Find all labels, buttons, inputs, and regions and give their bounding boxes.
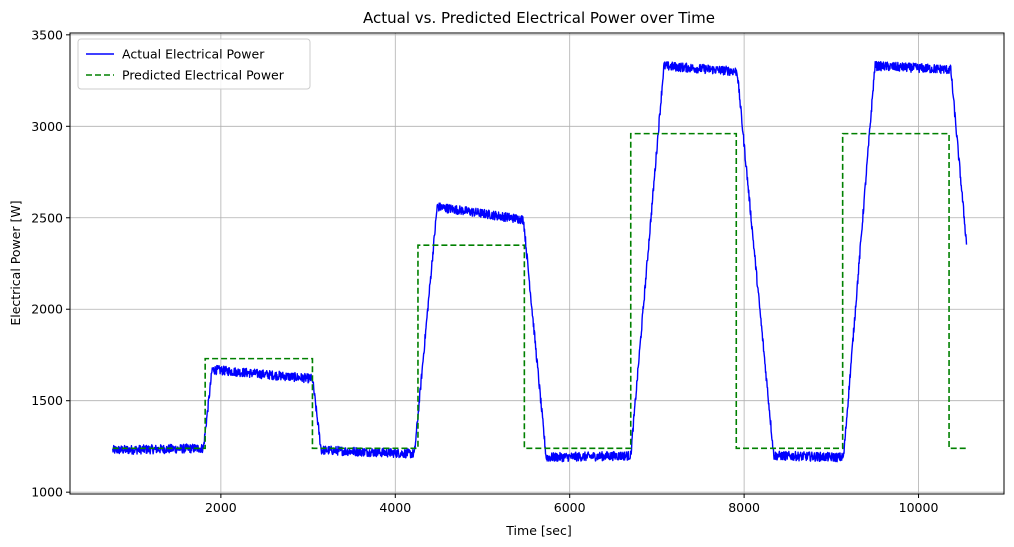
series-line-predicted: [112, 132, 968, 450]
x-tick-label-0: 2000: [205, 500, 237, 515]
plot-area: 2000 4000 6000 8000 10000 1000 1500 2000 2500 300…: [31, 27, 1005, 515]
x-tick-label-2: 6000: [554, 500, 586, 515]
y-tick-label-1: 1500: [31, 393, 63, 408]
legend-label-0: Actual Electrical Power: [122, 47, 265, 62]
y-tick-label-3: 2500: [31, 210, 63, 225]
legend-box: [77, 38, 311, 90]
x-tick-label-4: 10000: [899, 500, 939, 515]
x-tick-label-3: 8000: [728, 500, 760, 515]
y-tick-label-0: 1000: [31, 485, 63, 500]
y-tick-label-4: 3000: [31, 119, 63, 134]
x-tick-label-1: 4000: [379, 500, 411, 515]
series-line-actual: [112, 60, 968, 463]
x-axis-label: Time [sec]: [505, 523, 571, 538]
y-tick-label-2: 2000: [31, 302, 63, 317]
y-tick-label-5: 3500: [31, 27, 63, 42]
y-axis-label: Electrical Power [W]: [8, 200, 23, 325]
legend-label-1: Predicted Electrical Power: [122, 68, 285, 83]
series-group: [112, 60, 968, 463]
legend: Actual Electrical Power Predicted Electri…: [77, 38, 311, 90]
axes-frame: [69, 32, 1005, 495]
chart-title: Actual vs. Predicted Electrical Power ov…: [363, 9, 715, 27]
